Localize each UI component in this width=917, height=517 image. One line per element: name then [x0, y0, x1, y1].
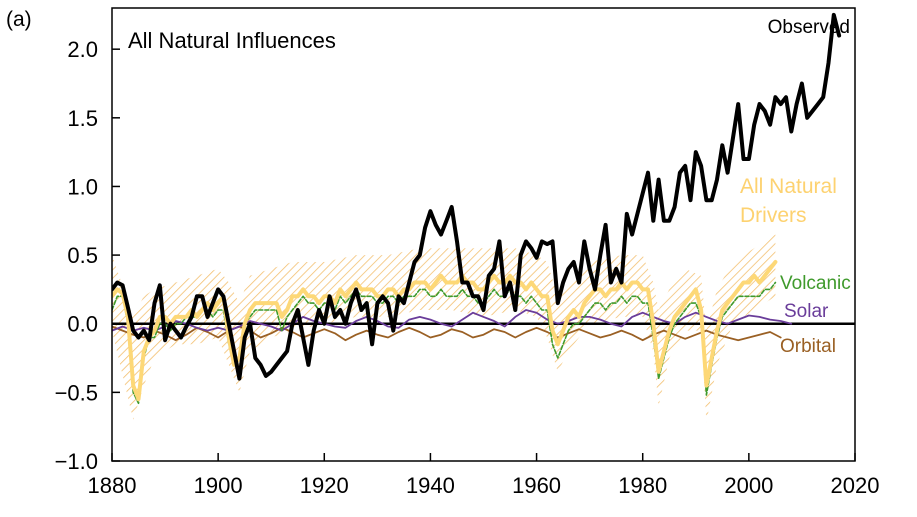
uncertainty-band-layer: [112, 234, 776, 423]
x-tick-label: 2000: [724, 473, 773, 498]
y-tick-label: −0.5: [55, 380, 98, 405]
observed-series-line: [112, 12, 842, 381]
x-tick-label: 1920: [300, 473, 349, 498]
axis-layer: 1880 1900 1920 1940 1960 1980 2000 2020 −1.0 −0.5…: [55, 37, 880, 498]
panel-label: (a): [6, 8, 32, 31]
volcanic-label: Volcanic: [780, 273, 851, 294]
plot-frame: [111, 7, 856, 462]
x-tick-label: 1880: [88, 473, 137, 498]
all-natural-label-line-1: All Natural: [740, 175, 837, 198]
solar-label: Solar: [784, 301, 829, 322]
orbital-label: Orbital: [780, 336, 836, 357]
y-tick-label: 0.5: [67, 243, 98, 268]
x-tick-label: 1900: [194, 473, 243, 498]
x-tick-label: 1960: [512, 473, 561, 498]
y-tick-label: 2.0: [67, 37, 98, 62]
chart-title: All Natural Influences: [128, 28, 336, 53]
solar-series-line: [112, 309, 793, 332]
x-tick-label: 1940: [406, 473, 455, 498]
series-layer: [112, 12, 842, 405]
y-tick-label: 1.5: [67, 106, 98, 131]
y-tick-label: 1.0: [67, 174, 98, 199]
observed-label: Observed: [768, 17, 850, 38]
all-natural-label-line-2: Drivers: [740, 204, 807, 227]
x-tick-label: 1980: [618, 473, 667, 498]
all-natural-uncertainty-band: [112, 234, 776, 423]
plot-area: [111, 7, 856, 462]
x-tick-label: 2020: [831, 473, 880, 498]
y-tick-label: 0.0: [67, 312, 98, 337]
y-tick-label: −1.0: [55, 449, 98, 474]
